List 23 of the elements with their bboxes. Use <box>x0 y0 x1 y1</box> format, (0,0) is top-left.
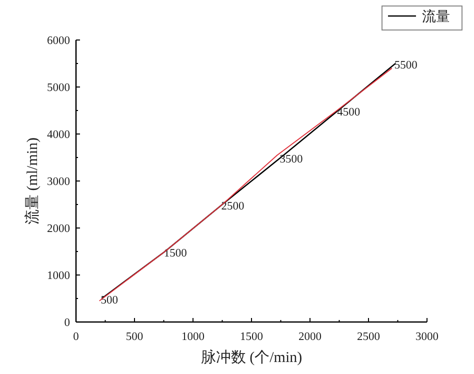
data-label: 5500 <box>394 60 418 72</box>
data-label: 2500 <box>221 200 244 212</box>
y-tick-label: 5000 <box>47 82 70 94</box>
legend-label: 流量 <box>422 9 450 25</box>
data-label: 500 <box>100 294 118 306</box>
x-tick-label: 0 <box>73 331 80 343</box>
data-label: 1500 <box>164 248 188 260</box>
y-axis-title: 流量 (ml/min) <box>24 137 41 225</box>
y-tick-label: 1000 <box>47 270 70 282</box>
x-axis-title: 脉冲数 (个/min) <box>200 349 302 366</box>
y-tick-label: 4000 <box>47 129 70 141</box>
x-tick-label: 1500 <box>240 331 264 343</box>
data-label: 4500 <box>337 106 360 118</box>
y-tick-label: 2000 <box>47 223 70 235</box>
x-tick-label: 2500 <box>357 331 380 343</box>
y-tick-label: 0 <box>64 317 70 329</box>
x-tick-label: 500 <box>126 331 144 343</box>
data-label: 3500 <box>280 154 303 166</box>
y-tick-label: 6000 <box>47 35 70 47</box>
x-tick-label: 1000 <box>182 331 205 343</box>
x-tick-label: 3000 <box>416 331 439 343</box>
x-tick-label: 2000 <box>298 331 322 343</box>
y-tick-label: 3000 <box>47 176 70 188</box>
